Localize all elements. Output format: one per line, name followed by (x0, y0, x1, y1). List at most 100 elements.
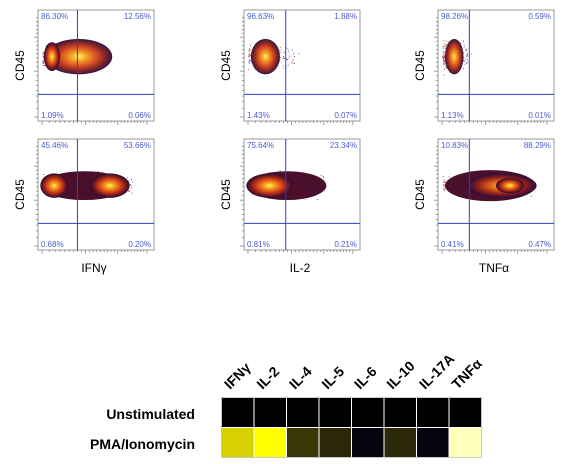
y-axis-label: CD45 (13, 179, 27, 210)
event-dot (464, 49, 467, 51)
y-axis-label: CD45 (219, 50, 233, 81)
quadrant-upper-left-label: 75.64% (247, 141, 274, 150)
event-dot (248, 61, 250, 63)
event-dot (446, 43, 448, 45)
event-dot (128, 180, 130, 182)
event-dot (445, 67, 447, 69)
event-dot (250, 45, 252, 47)
heatmap-column-label: IL-4 (286, 363, 315, 392)
event-dot (467, 59, 469, 61)
event-dot (293, 62, 295, 64)
event-dot (464, 63, 466, 65)
event-dot (287, 64, 289, 66)
event-dot (128, 190, 130, 192)
event-dot (465, 58, 467, 60)
flow-panel: 10.83% 88.29% 0.41% 0.47% CD45 (413, 138, 555, 254)
event-dot (466, 49, 468, 51)
event-dot (444, 55, 446, 57)
event-dot (97, 171, 99, 173)
event-dot (530, 195, 532, 197)
density-core (496, 177, 524, 194)
event-dot (466, 54, 468, 56)
event-dot (443, 181, 445, 183)
flow-panel: 75.64% 23.34% 0.81% 0.21% CD45 (219, 138, 361, 254)
event-dot (283, 58, 285, 60)
heatmap-cell (352, 398, 384, 427)
event-dot (443, 184, 445, 186)
heatmap-cell (449, 428, 481, 457)
event-dot (131, 192, 133, 194)
event-dot (462, 40, 465, 42)
event-dot (291, 49, 293, 51)
event-dot (442, 40, 444, 42)
quadrant-upper-right-label: 88.29% (524, 141, 551, 150)
quadrant-upper-right-label: 1.88% (334, 12, 357, 21)
event-dot (463, 57, 465, 59)
quadrant-upper-left-label: 86.30% (41, 12, 68, 21)
event-dot (43, 174, 45, 176)
event-dot (126, 177, 128, 179)
event-dot (442, 46, 444, 48)
y-axis-label: CD45 (413, 50, 427, 81)
event-dot (444, 188, 446, 190)
event-dot (442, 188, 445, 190)
event-dot (444, 181, 446, 183)
x-axis-label: IL-2 (290, 261, 311, 275)
event-dot (460, 42, 462, 44)
quadrant-upper-left-label: 96.63% (247, 12, 274, 21)
event-dot (283, 51, 285, 53)
flow-panel: 96.63% 1.88% 1.43% 0.07% CD45 (219, 9, 361, 125)
heatmap-cell (287, 398, 319, 427)
quadrant-upper-right-label: 12.56% (124, 12, 151, 21)
event-dot (466, 61, 469, 64)
quadrant-upper-left-label: 10.83% (441, 141, 468, 150)
event-dot (290, 61, 292, 63)
density-blob (246, 173, 293, 198)
event-dot (249, 52, 251, 54)
event-dot (462, 67, 464, 69)
event-dot (293, 53, 295, 55)
quadrant-upper-right-label: 0.59% (528, 12, 551, 21)
density-blob (250, 38, 280, 75)
event-dot (447, 41, 449, 43)
y-axis-label: CD45 (219, 179, 233, 210)
event-dot (443, 57, 445, 60)
event-dot (292, 59, 294, 61)
quadrant-upper-right-label: 23.34% (330, 141, 357, 150)
heatmap-cell (352, 428, 384, 457)
heatmap-column-label: IL-10 (383, 358, 418, 393)
event-dot (44, 65, 46, 67)
event-dot (248, 50, 250, 53)
heatmap-column-label: IL-17A (416, 351, 458, 393)
heatmap-column-label: IL-6 (351, 363, 380, 392)
event-dot (250, 59, 252, 61)
quadrant-upper-right-label: 53.66% (124, 141, 151, 150)
event-dot (464, 60, 466, 62)
event-dot (442, 51, 444, 53)
event-dot (443, 45, 445, 47)
quadrant-lower-right-label: 0.21% (334, 240, 357, 249)
quadrant-lower-left-label: 1.13% (441, 111, 464, 120)
event-dot (248, 56, 250, 58)
event-dot (443, 63, 445, 65)
event-dot (279, 170, 281, 172)
event-dot (320, 175, 322, 177)
event-dot (463, 52, 465, 54)
flow-panel: 98.26% 0.59% 1.13% 0.01% CD45 (413, 9, 555, 125)
event-dot (442, 183, 444, 186)
event-dot (443, 185, 445, 187)
quadrant-lower-right-label: 0.06% (128, 111, 151, 120)
event-dot (465, 48, 467, 50)
event-dot (463, 47, 465, 49)
event-dot (280, 49, 282, 51)
event-dot (463, 44, 465, 47)
quadrant-lower-left-label: 1.43% (247, 111, 270, 120)
event-dot (132, 181, 134, 183)
density-blob (90, 173, 130, 198)
heatmap-cell (254, 428, 286, 457)
event-dot (317, 198, 319, 200)
event-dot (288, 57, 290, 59)
event-dot (42, 60, 44, 62)
event-dot (289, 55, 291, 57)
event-dot (249, 49, 251, 51)
